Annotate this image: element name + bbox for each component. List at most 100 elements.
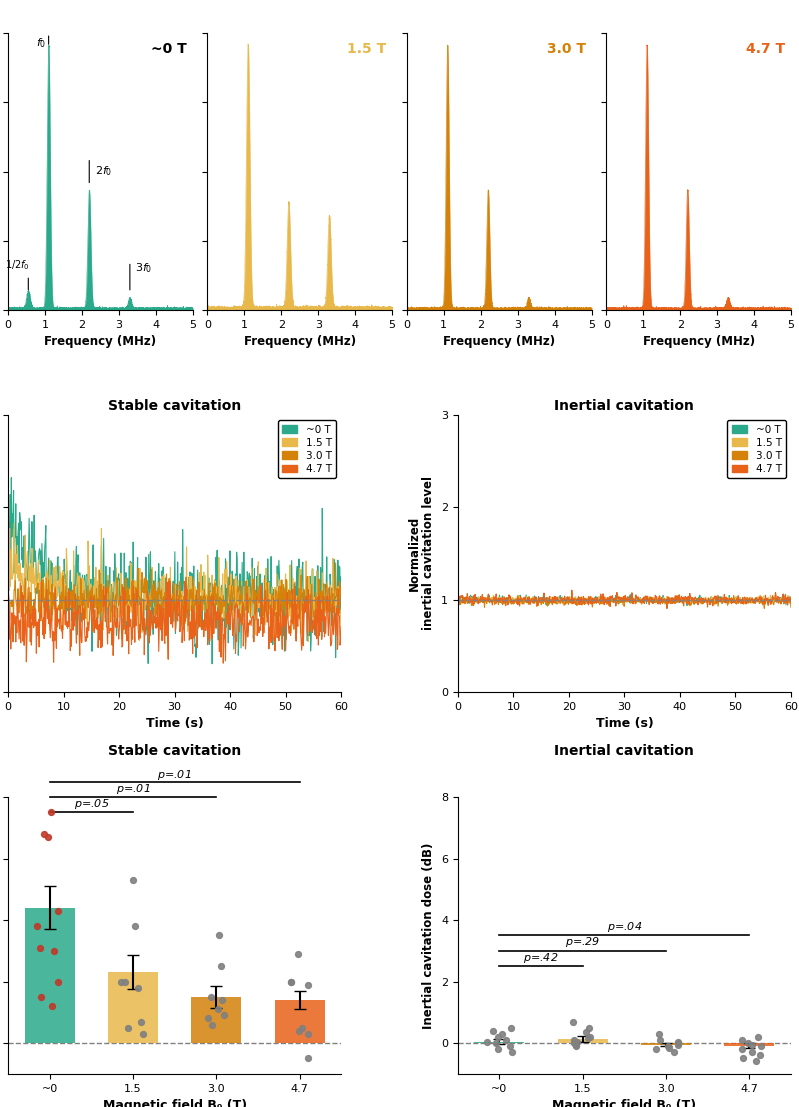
Bar: [191, 997, 241, 1043]
~0 T: [705, 592, 714, 606]
~0 T: [453, 590, 463, 603]
Line: 4.7 T: 4.7 T: [8, 581, 341, 663]
Line: ~0 T: ~0 T: [458, 594, 791, 606]
~0 T: [200, 575, 209, 588]
3.0 T: [89, 588, 99, 601]
4.7 T: [786, 594, 796, 608]
X-axis label: Frequency (MHz): Frequency (MHz): [44, 335, 157, 349]
Point: [584, 1028, 597, 1046]
3.0 T: [62, 601, 72, 614]
~0 T: [208, 658, 217, 671]
Point: [570, 1037, 582, 1055]
3.0 T: [650, 593, 659, 607]
~0 T: [336, 561, 346, 575]
Point: [650, 1041, 663, 1058]
~0 T: [62, 565, 72, 578]
Text: $p$=.04: $p$=.04: [606, 920, 642, 934]
Point: [566, 1013, 579, 1031]
Text: 3.0 T: 3.0 T: [547, 42, 586, 55]
~0 T: [682, 599, 692, 612]
Point: [567, 1034, 580, 1052]
Point: [135, 1013, 148, 1031]
3.0 T: [675, 594, 685, 608]
Text: $f_0$: $f_0$: [37, 37, 47, 51]
1.5 T: [62, 578, 72, 591]
~0 T: [512, 593, 522, 607]
4.7 T: [705, 598, 714, 611]
Title: Inertial cavitation: Inertial cavitation: [555, 399, 694, 413]
Text: 4.7 T: 4.7 T: [746, 42, 785, 55]
1.5 T: [3, 554, 13, 567]
Point: [753, 1046, 766, 1064]
Point: [490, 1034, 503, 1052]
4.7 T: [227, 596, 237, 609]
Point: [741, 1034, 754, 1052]
1.5 T: [604, 592, 614, 606]
4.7 T: [164, 575, 173, 588]
1.5 T: [304, 634, 313, 648]
Point: [735, 1031, 748, 1048]
Point: [746, 1036, 759, 1054]
Text: $3f_0$: $3f_0$: [135, 261, 153, 276]
~0 T: [626, 588, 635, 601]
Point: [582, 1030, 594, 1047]
Point: [44, 804, 57, 821]
X-axis label: Frequency (MHz): Frequency (MHz): [244, 335, 356, 349]
X-axis label: Frequency (MHz): Frequency (MHz): [443, 335, 555, 349]
1.5 T: [154, 610, 164, 623]
4.7 T: [604, 591, 614, 604]
Bar: [108, 972, 158, 1043]
4.7 T: [650, 594, 659, 608]
4.7 T: [336, 620, 346, 633]
Y-axis label: Inertial cavitation dose (dB): Inertial cavitation dose (dB): [423, 842, 435, 1028]
3.0 T: [331, 557, 340, 570]
4.7 T: [62, 615, 72, 629]
4.7 T: [200, 607, 209, 620]
Bar: [475, 1042, 524, 1043]
3.0 T: [729, 589, 738, 602]
Point: [662, 1037, 674, 1055]
Point: [570, 1033, 583, 1051]
Point: [131, 979, 144, 996]
Point: [672, 1036, 685, 1054]
Point: [34, 939, 46, 956]
1.5 T: [675, 591, 685, 604]
Point: [205, 989, 217, 1006]
4.7 T: [662, 602, 672, 615]
Point: [129, 918, 141, 935]
Y-axis label: Normalized
inertial cavitation level: Normalized inertial cavitation level: [407, 476, 435, 631]
3.0 T: [336, 602, 346, 615]
1.5 T: [453, 590, 463, 603]
Point: [38, 825, 50, 842]
Point: [292, 945, 304, 963]
Point: [52, 902, 65, 920]
Point: [737, 1049, 749, 1067]
Point: [499, 1031, 512, 1048]
Point: [292, 1022, 305, 1039]
4.7 T: [539, 594, 548, 608]
Point: [495, 1025, 508, 1043]
1.5 T: [650, 592, 659, 606]
4.7 T: [567, 583, 577, 597]
Point: [654, 1031, 666, 1048]
~0 T: [89, 579, 98, 592]
3.0 T: [154, 575, 164, 588]
4.7 T: [453, 594, 463, 608]
Point: [653, 1025, 666, 1043]
Point: [481, 1033, 494, 1051]
Point: [301, 1049, 314, 1067]
3.0 T: [604, 596, 614, 609]
Line: 4.7 T: 4.7 T: [458, 590, 791, 609]
Point: [301, 975, 314, 993]
3.0 T: [453, 594, 463, 608]
1.5 T: [89, 582, 99, 596]
X-axis label: Time (s): Time (s): [595, 717, 654, 731]
Point: [503, 1037, 516, 1055]
~0 T: [226, 591, 236, 604]
Line: 3.0 T: 3.0 T: [458, 596, 791, 609]
X-axis label: Magnetic field B₀ (T): Magnetic field B₀ (T): [552, 1099, 697, 1107]
Point: [672, 1034, 685, 1052]
4.7 T: [89, 591, 98, 604]
Point: [487, 1022, 499, 1039]
Bar: [558, 1039, 608, 1043]
